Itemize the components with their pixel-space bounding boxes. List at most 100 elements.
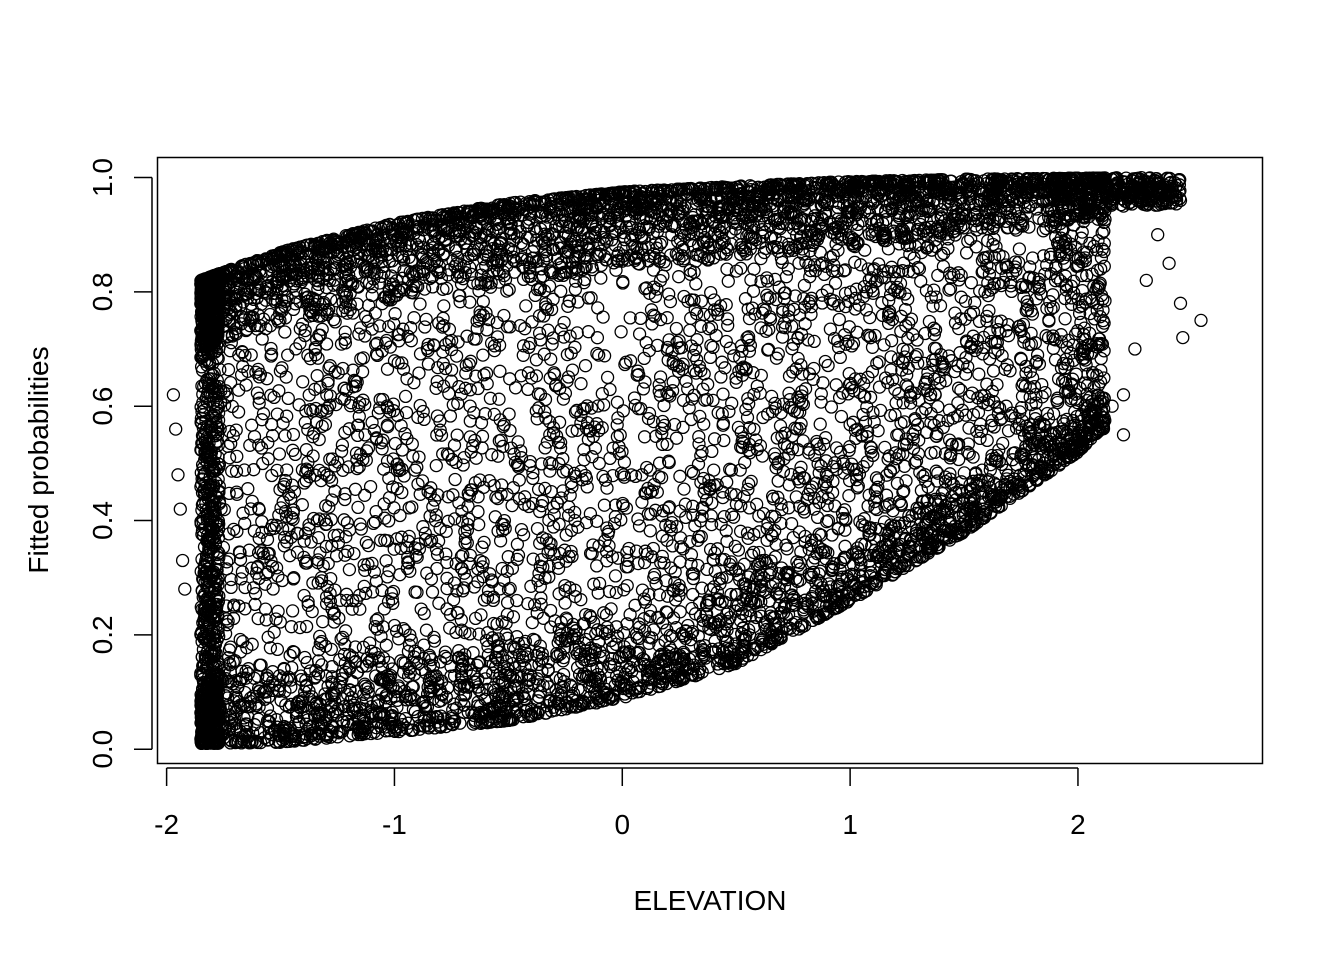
data-point	[882, 293, 896, 308]
data-point	[342, 422, 356, 436]
data-point	[251, 611, 265, 626]
data-point	[545, 337, 559, 351]
data-point	[408, 463, 422, 477]
data-point	[311, 667, 326, 681]
data-point	[237, 463, 252, 477]
data-point	[942, 349, 956, 363]
data-point	[754, 368, 768, 383]
data-point	[610, 395, 625, 409]
data-point	[280, 409, 294, 423]
data-point	[902, 316, 916, 330]
data-point	[744, 474, 758, 489]
data-point	[764, 389, 779, 404]
data-point	[870, 356, 884, 371]
data-point	[990, 377, 1004, 392]
data-point	[857, 390, 871, 404]
data-point	[592, 348, 606, 362]
data-point	[932, 414, 946, 428]
data-point	[359, 535, 373, 550]
data-point	[633, 311, 648, 326]
data-point	[429, 508, 443, 522]
data-point	[538, 441, 552, 455]
data-point	[388, 436, 402, 451]
data-point	[639, 335, 653, 350]
data-point	[741, 531, 755, 545]
data-point	[664, 561, 678, 575]
data-point	[784, 517, 799, 531]
data-point	[1094, 351, 1108, 366]
data-point	[1094, 363, 1108, 378]
data-point	[365, 322, 379, 336]
data-point	[485, 448, 499, 462]
data-point	[981, 276, 995, 290]
data-point	[546, 292, 560, 306]
data-point	[519, 299, 533, 313]
data-point	[845, 381, 859, 395]
data-point	[931, 399, 945, 414]
data-point	[510, 537, 525, 551]
data-point	[724, 463, 739, 477]
data-point	[518, 490, 532, 504]
data-point	[376, 433, 390, 447]
data-point	[731, 543, 746, 557]
data-point	[483, 567, 497, 581]
data-point	[733, 463, 747, 477]
data-point	[676, 357, 690, 371]
data-point	[293, 620, 307, 635]
data-point	[325, 660, 339, 674]
data-point	[717, 509, 731, 524]
data-point	[1080, 378, 1095, 392]
data-point	[643, 609, 657, 624]
data-point	[812, 495, 826, 510]
data-point	[281, 391, 295, 406]
data-point	[250, 386, 265, 400]
data-point	[936, 259, 951, 274]
data-point	[404, 321, 418, 335]
data-point	[966, 450, 980, 464]
data-point	[222, 486, 236, 501]
data-point	[796, 434, 810, 448]
data-point	[447, 438, 462, 452]
data-point	[389, 624, 404, 638]
data-point	[516, 348, 530, 362]
data-point	[238, 516, 252, 531]
data-point	[395, 356, 409, 370]
data-point	[785, 342, 799, 356]
data-point	[424, 481, 438, 495]
data-point	[502, 407, 516, 421]
data-point	[927, 321, 941, 335]
data-point	[224, 436, 238, 451]
data-point	[418, 532, 433, 547]
data-point	[469, 332, 483, 346]
data-point	[480, 323, 494, 337]
data-point	[236, 359, 250, 374]
data-point	[508, 381, 523, 395]
data-point	[648, 289, 663, 304]
data-point	[540, 302, 555, 316]
data-point	[970, 424, 984, 438]
data-point	[476, 348, 490, 362]
data-point	[525, 315, 539, 329]
data-point	[481, 626, 495, 640]
data-point	[286, 443, 300, 457]
data-point	[828, 276, 843, 290]
data-point	[380, 362, 395, 376]
data-point	[709, 328, 723, 343]
data-point	[725, 396, 739, 410]
data-point	[673, 469, 687, 483]
data-point	[964, 276, 978, 290]
data-point	[708, 564, 722, 579]
data-point	[224, 580, 238, 595]
data-point	[1046, 288, 1060, 302]
data-point	[565, 424, 579, 438]
data-point	[503, 320, 517, 334]
data-point	[339, 530, 353, 544]
data-point	[353, 517, 367, 531]
data-point	[688, 342, 703, 357]
data-point	[503, 372, 517, 386]
data-point	[977, 174, 991, 188]
data-point	[798, 382, 813, 396]
data-point	[740, 410, 755, 425]
data-point	[700, 562, 714, 577]
data-point	[293, 322, 307, 336]
